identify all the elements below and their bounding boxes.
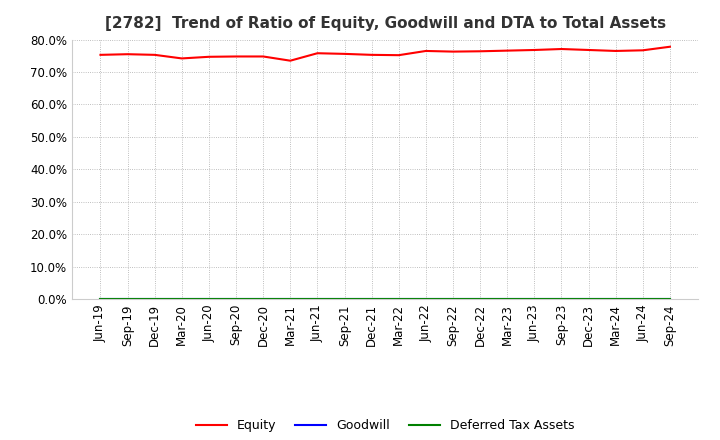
Goodwill bbox=[665, 297, 674, 302]
Legend: Equity, Goodwill, Deferred Tax Assets: Equity, Goodwill, Deferred Tax Assets bbox=[191, 414, 580, 437]
Goodwill bbox=[611, 297, 620, 302]
Equity bbox=[204, 54, 213, 59]
Equity bbox=[421, 48, 430, 54]
Goodwill bbox=[639, 297, 647, 302]
Goodwill bbox=[259, 297, 268, 302]
Equity bbox=[178, 56, 186, 61]
Equity bbox=[665, 44, 674, 49]
Equity bbox=[395, 52, 403, 58]
Deferred Tax Assets bbox=[639, 297, 647, 302]
Goodwill bbox=[421, 297, 430, 302]
Goodwill bbox=[530, 297, 539, 302]
Title: [2782]  Trend of Ratio of Equity, Goodwill and DTA to Total Assets: [2782] Trend of Ratio of Equity, Goodwil… bbox=[104, 16, 666, 32]
Equity bbox=[449, 49, 457, 54]
Deferred Tax Assets bbox=[232, 297, 240, 302]
Equity bbox=[232, 54, 240, 59]
Equity bbox=[503, 48, 511, 53]
Deferred Tax Assets bbox=[96, 297, 105, 302]
Equity bbox=[259, 54, 268, 59]
Deferred Tax Assets bbox=[665, 297, 674, 302]
Deferred Tax Assets bbox=[421, 297, 430, 302]
Equity bbox=[286, 58, 294, 63]
Deferred Tax Assets bbox=[178, 297, 186, 302]
Deferred Tax Assets bbox=[395, 297, 403, 302]
Equity bbox=[96, 52, 105, 58]
Equity bbox=[341, 51, 349, 56]
Deferred Tax Assets bbox=[204, 297, 213, 302]
Deferred Tax Assets bbox=[150, 297, 159, 302]
Deferred Tax Assets bbox=[611, 297, 620, 302]
Goodwill bbox=[150, 297, 159, 302]
Goodwill bbox=[204, 297, 213, 302]
Goodwill bbox=[313, 297, 322, 302]
Deferred Tax Assets bbox=[367, 297, 376, 302]
Equity bbox=[639, 48, 647, 53]
Goodwill bbox=[232, 297, 240, 302]
Goodwill bbox=[341, 297, 349, 302]
Deferred Tax Assets bbox=[530, 297, 539, 302]
Equity bbox=[367, 52, 376, 58]
Deferred Tax Assets bbox=[503, 297, 511, 302]
Goodwill bbox=[286, 297, 294, 302]
Goodwill bbox=[449, 297, 457, 302]
Goodwill bbox=[476, 297, 485, 302]
Deferred Tax Assets bbox=[557, 297, 566, 302]
Goodwill bbox=[96, 297, 105, 302]
Equity bbox=[584, 48, 593, 53]
Line: Equity: Equity bbox=[101, 47, 670, 61]
Goodwill bbox=[395, 297, 403, 302]
Goodwill bbox=[503, 297, 511, 302]
Deferred Tax Assets bbox=[313, 297, 322, 302]
Deferred Tax Assets bbox=[123, 297, 132, 302]
Deferred Tax Assets bbox=[584, 297, 593, 302]
Deferred Tax Assets bbox=[476, 297, 485, 302]
Goodwill bbox=[123, 297, 132, 302]
Deferred Tax Assets bbox=[341, 297, 349, 302]
Equity bbox=[557, 46, 566, 51]
Deferred Tax Assets bbox=[259, 297, 268, 302]
Equity bbox=[476, 49, 485, 54]
Goodwill bbox=[178, 297, 186, 302]
Equity bbox=[123, 51, 132, 57]
Deferred Tax Assets bbox=[449, 297, 457, 302]
Equity bbox=[150, 52, 159, 58]
Deferred Tax Assets bbox=[286, 297, 294, 302]
Goodwill bbox=[584, 297, 593, 302]
Goodwill bbox=[557, 297, 566, 302]
Equity bbox=[313, 51, 322, 56]
Equity bbox=[611, 48, 620, 54]
Goodwill bbox=[367, 297, 376, 302]
Equity bbox=[530, 48, 539, 53]
